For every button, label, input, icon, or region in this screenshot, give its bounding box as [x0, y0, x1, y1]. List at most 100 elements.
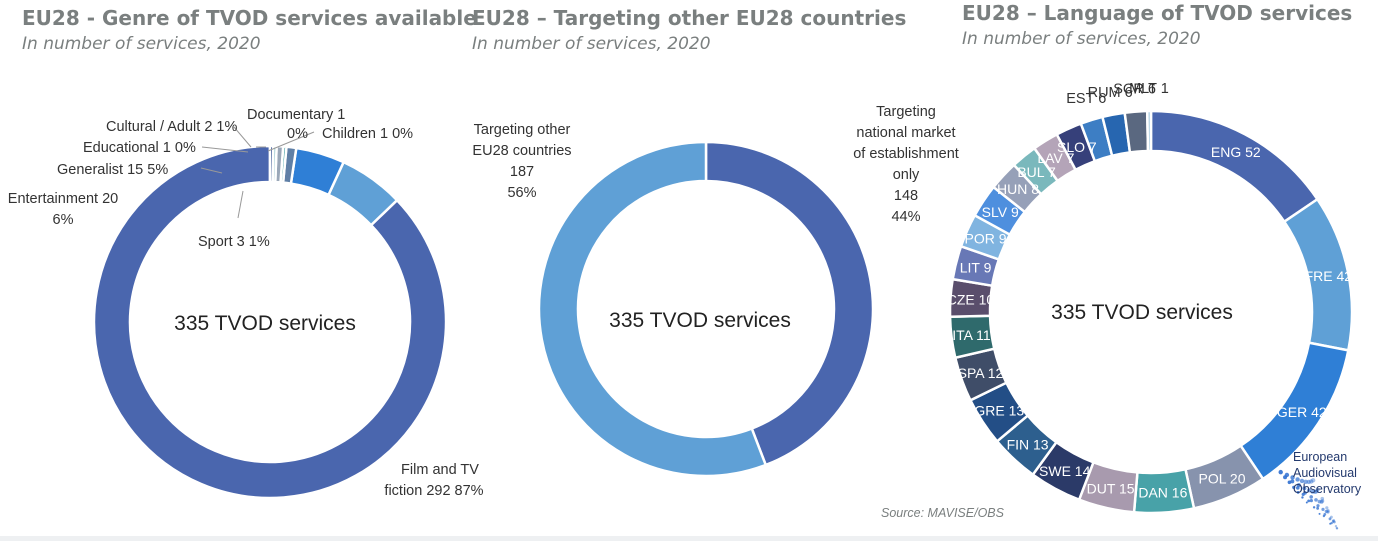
- segment-label-pol: POL 20: [1199, 470, 1246, 486]
- logo-dot: [1283, 475, 1288, 480]
- logo-dot: [1322, 514, 1326, 518]
- chart-genre-center-label: 335 TVOD services: [174, 312, 356, 335]
- chart-genre: EU28 - Genre of TVOD services available …: [8, 6, 484, 500]
- label-sport: Sport 3 1%: [198, 234, 270, 250]
- logo-dot: [1318, 512, 1321, 515]
- logo-dot: [1332, 519, 1336, 522]
- label-other-eu28-percent: 56%: [507, 185, 536, 201]
- logo-dot: [1309, 495, 1313, 499]
- logo-dot: [1320, 499, 1325, 503]
- segment-label-cze: CZE 10: [947, 291, 995, 307]
- label-national-value: 148: [894, 188, 918, 204]
- segment-label-fin: FIN 13: [1007, 436, 1049, 452]
- chart-language-center-label: 335 TVOD services: [1051, 301, 1233, 324]
- chart-targeting-center-label: 335 TVOD services: [609, 309, 791, 332]
- segment-label-fre: FRE 42: [1305, 268, 1353, 284]
- chart-targeting-title: EU28 – Targeting other EU28 countries: [472, 6, 906, 30]
- logo-dot: [1314, 489, 1319, 494]
- logo-dot: [1295, 477, 1300, 482]
- leader-line-cultural: [233, 126, 252, 148]
- segment-label-dut: DUT 15: [1087, 480, 1135, 496]
- label-film-line1: Film and TV: [401, 462, 479, 478]
- logo-dot: [1301, 496, 1304, 499]
- label-national-line4: only: [893, 167, 920, 183]
- chart-targeting-subtitle: In number of services, 2020: [472, 34, 711, 54]
- observatory-logo: European Audiovisual Observatory: [1278, 450, 1362, 530]
- logo-dot: [1329, 522, 1332, 525]
- label-cultural-adult: Cultural / Adult 2 1%: [106, 119, 237, 135]
- label-documentary-line2: 0%: [287, 126, 308, 142]
- segment-label-lav: LAV 7: [1037, 150, 1074, 166]
- label-national-percent: 44%: [891, 209, 920, 225]
- donut-slice-targeting-other-eu28-countries: [537, 140, 768, 478]
- logo-line2: Audiovisual: [1293, 466, 1357, 480]
- segment-label-rum: RUM 6: [1088, 85, 1133, 101]
- donut-slice-generalist: [289, 146, 346, 197]
- chart-language-donut: [948, 109, 1354, 515]
- logo-dot: [1278, 469, 1283, 475]
- segment-label-ger: GER 42: [1277, 404, 1327, 420]
- label-generalist: Generalist 15 5%: [57, 162, 168, 178]
- logo-dot: [1292, 485, 1296, 489]
- logo-dot: [1305, 501, 1308, 504]
- segment-label-est: EST 6: [1066, 91, 1106, 107]
- label-national-line3: of establishment: [853, 146, 959, 162]
- logo-dot: [1296, 491, 1300, 494]
- logo-dot: [1306, 488, 1311, 493]
- logo-dot: [1325, 506, 1329, 510]
- segment-label-spa: SPA 12: [958, 365, 1004, 381]
- leader-line-generalist: [200, 167, 223, 174]
- segment-label-lit: LIT 9: [960, 259, 992, 275]
- logo-dot: [1332, 520, 1336, 524]
- segment-label-eng: ENG 52: [1211, 144, 1261, 160]
- label-other-eu28-line2: EU28 countries: [472, 143, 571, 159]
- segment-label-ita: ITA 11: [952, 327, 991, 343]
- donut-slice-film-and-tv-fiction: [92, 144, 448, 500]
- logo-dot: [1290, 479, 1295, 484]
- logo-dot: [1310, 478, 1316, 483]
- label-national-line2: national market: [856, 125, 955, 141]
- logo-dot: [1316, 506, 1320, 510]
- chart-targeting: EU28 – Targeting other EU28 countries In…: [472, 6, 959, 478]
- donut-slice-entertainment: [326, 160, 399, 227]
- logo-dot: [1299, 478, 1305, 484]
- label-film-line2: fiction 292 87%: [384, 483, 483, 499]
- segment-label-bul: BUL 7: [1017, 164, 1056, 180]
- label-national-line1: Targeting: [876, 104, 936, 120]
- source-note: Source: MAVISE/OBS: [881, 506, 1005, 520]
- segment-label-dan: DAN 16: [1138, 485, 1187, 501]
- leader-line-educational: [201, 146, 249, 153]
- segment-label-swe: SWE 14: [1039, 463, 1091, 479]
- chart-genre-title: EU28 - Genre of TVOD services available: [22, 6, 477, 30]
- label-other-eu28-line1: Targeting other: [474, 122, 571, 138]
- chart-language: EU28 – Language of TVOD services In numb…: [947, 1, 1354, 515]
- logo-dot: [1334, 525, 1338, 528]
- logo-dot: [1321, 507, 1325, 511]
- segment-label-por: POR 9: [965, 231, 1007, 247]
- logo-dot: [1316, 504, 1320, 508]
- segment-label-mlt: MLT 1: [1129, 81, 1169, 97]
- donut-slice-mlt: [1145, 109, 1153, 153]
- logo-dot: [1319, 500, 1324, 504]
- logo-dots-icon: [1278, 469, 1339, 530]
- label-documentary-line1: Documentary 1: [247, 107, 345, 123]
- logo-dot: [1326, 509, 1330, 513]
- logo-dot: [1335, 527, 1339, 530]
- logo-dot: [1315, 487, 1320, 492]
- segment-label-gre: GRE 13: [974, 403, 1024, 419]
- segment-label-hun: HUN 8: [997, 181, 1039, 197]
- logo-dot: [1313, 489, 1318, 494]
- logo-dot: [1314, 498, 1318, 502]
- logo-dot: [1307, 499, 1311, 503]
- chart-language-title: EU28 – Language of TVOD services: [962, 1, 1352, 25]
- chart-genre-donut: [92, 144, 448, 500]
- donut-slice-scr: [1123, 109, 1150, 154]
- segment-label-slo: SLO 7: [1057, 139, 1097, 155]
- label-educational: Educational 1 0%: [83, 140, 196, 156]
- chart-genre-subtitle: In number of services, 2020: [22, 34, 261, 54]
- logo-line3: Observatory: [1293, 482, 1362, 496]
- leader-line-sport: [237, 190, 244, 219]
- logo-dot: [1302, 486, 1307, 491]
- bottom-divider: [0, 536, 1378, 541]
- logo-dot: [1295, 486, 1300, 490]
